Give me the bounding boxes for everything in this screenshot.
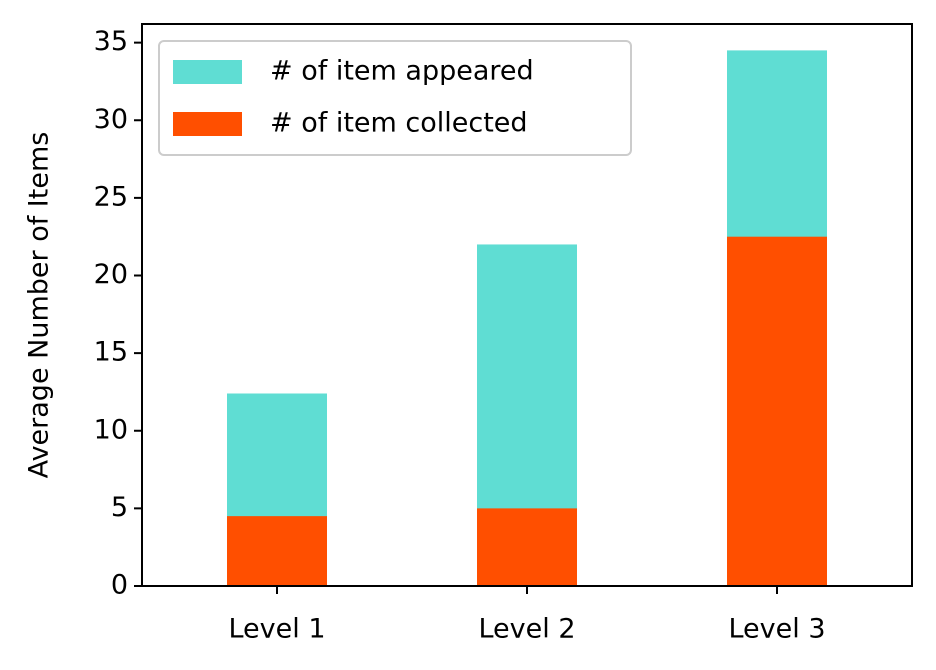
y-tick-label: 20 (94, 259, 128, 290)
y-tick-label: 15 (94, 337, 128, 368)
bar (477, 508, 577, 586)
y-tick-label: 0 (111, 570, 128, 601)
bar (727, 236, 827, 586)
legend: # of item appeared # of item collected (158, 40, 632, 156)
y-tick-label: 5 (111, 492, 128, 523)
y-tick-label: 25 (94, 181, 128, 212)
y-tick-label: 30 (94, 104, 128, 135)
legend-swatch (173, 60, 242, 84)
legend-box (158, 40, 632, 156)
y-tick-label: 10 (94, 414, 128, 445)
x-tick-label: Level 2 (478, 614, 575, 645)
y-tick-label: 35 (94, 26, 128, 57)
x-tick-label: Level 3 (728, 614, 825, 645)
legend-label: # of item appeared (270, 56, 534, 87)
legend-label: # of item collected (270, 108, 528, 139)
legend-swatch (173, 112, 242, 136)
y-axis-label: Average Number of Items (24, 132, 55, 479)
x-tick-label: Level 1 (228, 614, 325, 645)
bar (227, 516, 327, 586)
